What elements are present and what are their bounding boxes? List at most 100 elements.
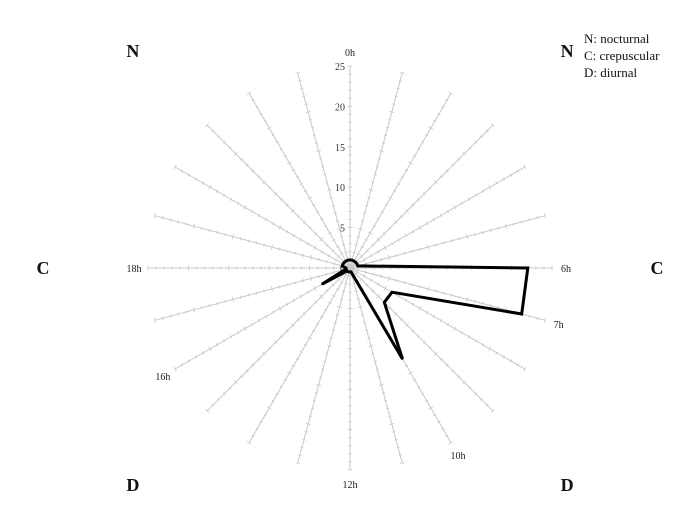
spoke-tick <box>365 249 369 253</box>
spoke-tick <box>528 314 531 318</box>
spoke-tick <box>400 175 405 179</box>
spoke-tick <box>327 301 333 305</box>
spoke-tick <box>427 244 430 250</box>
spoke-tick <box>520 220 523 224</box>
spoke-tick <box>394 438 398 441</box>
spoke-tick <box>396 278 398 283</box>
spoke-tick <box>437 420 441 424</box>
spoke-tick <box>523 164 527 170</box>
spoke-tick <box>368 345 374 348</box>
spoke-tick <box>340 298 344 300</box>
spoke-tick <box>161 216 164 220</box>
spoke-tick <box>336 245 340 249</box>
spoke-tick <box>279 147 283 151</box>
spoke-tick <box>371 181 375 183</box>
spoke-tick <box>180 169 184 173</box>
spoke-tick <box>516 363 520 367</box>
spoke-tick <box>257 213 261 218</box>
spoke-line <box>154 215 351 269</box>
spoke-tick <box>439 318 443 323</box>
spoke-tick <box>295 357 300 361</box>
spoke-tick <box>392 431 396 433</box>
sector-label: D <box>126 475 139 495</box>
spoke-tick <box>367 196 371 199</box>
spoke-tick <box>365 204 369 207</box>
spoke-tick <box>331 329 335 332</box>
spoke-tick <box>291 364 296 368</box>
spoke-tick <box>319 294 324 299</box>
spoke-tick <box>251 169 255 173</box>
spoke-tick <box>208 304 211 308</box>
spoke-tick <box>228 386 232 390</box>
spoke-tick <box>360 255 363 258</box>
spoke-tick <box>308 306 312 310</box>
spoke-tick <box>255 291 258 295</box>
spoke-tick <box>427 286 430 292</box>
spoke-tick <box>435 289 437 293</box>
spoke-tick <box>403 281 406 285</box>
data-point <box>351 259 353 262</box>
spoke-tick <box>318 258 320 262</box>
spoke-tick <box>285 203 289 207</box>
spoke-tick <box>344 251 348 254</box>
hour-label: 7h <box>554 320 564 331</box>
spoke-tick <box>215 343 219 347</box>
spoke-tick <box>208 184 212 190</box>
spoke-tick <box>327 231 333 235</box>
spoke-tick <box>383 134 388 137</box>
spoke-tick <box>342 290 346 293</box>
spoke-tick <box>509 359 513 363</box>
data-point <box>346 270 348 272</box>
spoke-tick <box>360 278 363 281</box>
spoke-tick <box>216 301 219 306</box>
data-point <box>342 263 344 265</box>
spoke-tick <box>451 369 455 373</box>
spoke-tick <box>222 392 226 396</box>
spoke-tick <box>418 306 422 311</box>
spoke-tick <box>337 255 340 258</box>
spoke-tick <box>481 301 484 306</box>
spoke-tick <box>458 295 461 299</box>
spoke-tick <box>428 126 434 130</box>
spoke-tick <box>310 126 314 129</box>
spoke-tick <box>270 244 273 250</box>
spoke-tick <box>231 234 234 240</box>
spoke-tick <box>316 322 320 326</box>
spoke-tick <box>513 222 515 226</box>
spoke-tick <box>239 237 242 241</box>
data-point <box>354 261 357 264</box>
spoke-tick <box>321 165 325 168</box>
spoke-tick <box>480 398 483 401</box>
spoke-tick <box>357 306 364 309</box>
spoke-tick <box>271 133 275 137</box>
spoke-tick <box>433 413 437 417</box>
spoke-tick <box>278 225 282 230</box>
spoke-tick <box>389 423 395 426</box>
spoke-tick <box>340 236 344 238</box>
spoke-tick <box>377 157 381 160</box>
spoke-tick <box>332 294 336 298</box>
spoke-tick <box>446 322 450 327</box>
spoke-tick <box>457 158 460 161</box>
spoke-line <box>349 124 494 269</box>
spoke-tick <box>417 198 420 201</box>
spoke-tick <box>432 314 436 319</box>
spoke-tick <box>421 392 425 396</box>
spoke-tick <box>442 241 445 245</box>
spoke-tick <box>502 177 506 181</box>
spoke-tick <box>376 250 380 254</box>
spoke-tick <box>194 177 198 181</box>
spoke-tick <box>326 188 332 191</box>
spoke-tick <box>488 184 492 190</box>
spoke-tick <box>300 446 304 449</box>
spoke-tick <box>373 173 377 176</box>
spoke-tick <box>319 157 323 160</box>
spoke-tick <box>396 446 400 449</box>
spoke-tick <box>376 237 381 242</box>
spoke-tick <box>369 278 373 282</box>
spoke-tick <box>240 158 243 161</box>
sector-label: C <box>37 258 50 278</box>
spoke-tick <box>419 285 422 289</box>
spoke-tick <box>224 299 226 304</box>
spoke-tick <box>331 283 335 287</box>
